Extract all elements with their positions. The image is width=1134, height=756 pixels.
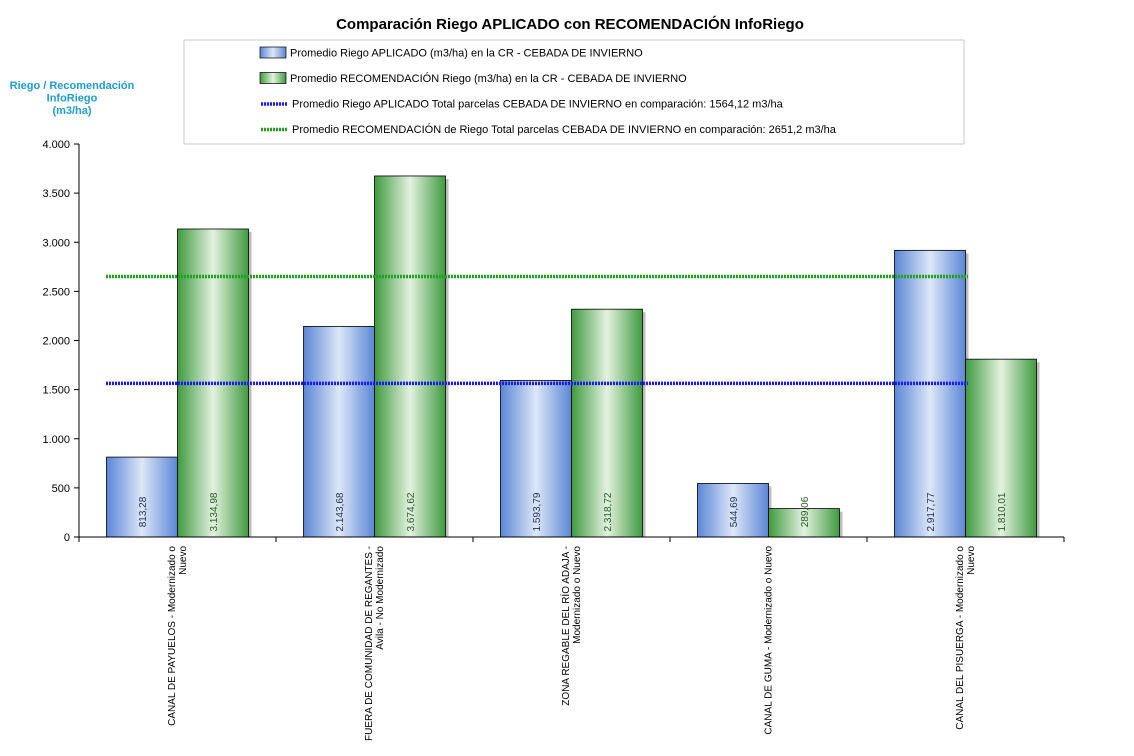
data-label: 544,69 [729,496,740,527]
y-tick-label: 500 [52,483,70,495]
plot-area: 813,28 3.134,98 2.143,68 3.674,62 1.593,79 2.… [106,175,1040,538]
axes: 0 500 1.000 1.500 2.000 2.500 3.000 3.500 4.000 C… [42,139,1065,741]
legend-box [183,39,965,145]
data-label: 2.318,72 [603,492,614,531]
y-tick-label: 3.500 [42,188,70,200]
chart-title: Comparación Riego APLICADO con RECOMENDA… [336,15,804,33]
legend-swatch [259,72,287,84]
bar [965,358,1037,538]
x-tick-label: CANAL DEL PISUERGA - Modernizado o [955,546,966,730]
x-tick-label: Avila - No Modernizado [375,546,386,650]
data-label: 2.143,68 [335,492,346,531]
legend-entry-label: Promedio RECOMENDACIÓN Riego (m3/ha) en … [290,72,687,85]
legend-entry-label: Promedio Riego APLICADO (m3/ha) en la CR… [290,48,643,60]
x-tick-label: CANAL DE GUMA - Modernizado o Nuevo [764,546,775,735]
data-label: 1.810,01 [997,492,1008,531]
bar [303,325,375,538]
y-tick-label: 1.500 [42,385,70,397]
y-tick-label: 1.000 [42,434,70,446]
bar [571,308,643,538]
data-label: 813,28 [138,496,149,527]
y-tick-label: 4.000 [42,139,70,151]
data-label: 3.134,98 [209,492,220,531]
data-label: 3.674,62 [406,492,417,531]
bar [500,380,572,538]
y-tick-label: 2.000 [42,336,70,348]
x-tick-label: Nuevo [966,546,977,575]
x-tick-label: Nuevo [178,546,189,575]
y-tick-label: 0 [64,532,70,544]
x-tick-label: Modernizado o Nuevo [572,546,583,644]
data-label: 289,06 [800,496,811,527]
x-tick-label: FUERA DE COMUNIDAD DE REGANTES - [364,546,375,741]
legend-swatch [259,46,287,59]
y-axis-label-line: InfoRiego [47,93,98,105]
data-label: 2.917,77 [926,492,937,531]
x-tick-label: ZONA REGABLE DEL RÍO ADAJA - [559,546,572,706]
y-axis-label-line: (m3/ha) [52,105,91,117]
y-tick-label: 2.500 [42,286,70,298]
bar [894,249,966,538]
y-axis-label-line: Riego / Recomendación [10,80,135,92]
x-tick-label: CANAL DE PAYUELOS - Modernizado o [167,546,178,726]
bar [768,508,840,538]
legend-entry-label: Promedio Riego APLICADO Total parcelas C… [292,99,784,111]
bar [697,483,769,538]
legend-entry-label: Promedio RECOMENDACIÓN de Riego Total pa… [292,123,837,136]
legend: Promedio Riego APLICADO (m3/ha) en la CR… [259,46,837,136]
bar [374,175,446,538]
reference-lines [106,274,968,386]
data-label: 1.593,79 [532,492,543,531]
y-tick-label: 3.000 [42,237,70,249]
